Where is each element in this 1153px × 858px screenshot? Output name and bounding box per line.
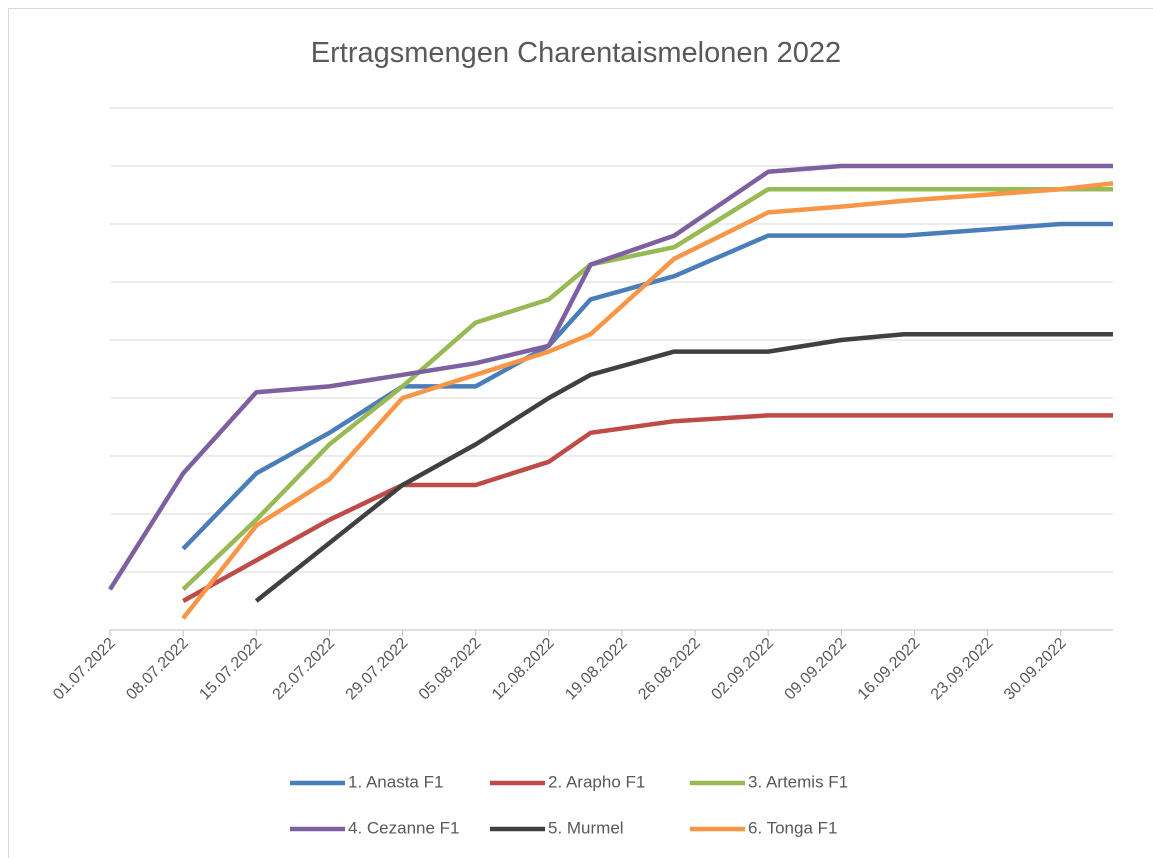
legend-label: 4. Cezanne F1 — [348, 818, 460, 837]
legend-label: 1. Anasta F1 — [348, 772, 443, 791]
series-line — [182, 413, 1113, 603]
x-tick-label: 02.09.2022 — [708, 635, 777, 704]
chart-title: Ertragsmengen Charentaismelonen 2022 — [311, 37, 841, 69]
chart-frame — [8, 8, 1153, 858]
legend-label: 3. Artemis F1 — [748, 772, 848, 791]
x-tick-label: 05.08.2022 — [416, 635, 485, 704]
x-tick-label: 01.07.2022 — [50, 635, 119, 704]
x-tick-label: 19.08.2022 — [562, 635, 631, 704]
x-tick-label: 26.08.2022 — [635, 635, 704, 704]
legend-label: 2. Arapho F1 — [548, 772, 645, 791]
series-line — [108, 163, 1113, 591]
series-line — [254, 331, 1113, 603]
x-tick-label: 22.07.2022 — [270, 635, 339, 704]
x-tick-label: 29.07.2022 — [343, 635, 412, 704]
x-tick-label: 08.07.2022 — [123, 635, 192, 704]
x-tick-label: 16.09.2022 — [855, 635, 924, 704]
series-line — [181, 186, 1113, 592]
legend-label: 5. Murmel — [548, 818, 624, 837]
series-line — [181, 181, 1114, 620]
x-tick-label: 12.08.2022 — [489, 635, 558, 704]
x-tick-label: 23.09.2022 — [928, 635, 997, 704]
x-tick-label: 15.07.2022 — [196, 635, 265, 704]
x-tick-label: 09.09.2022 — [782, 635, 851, 704]
x-tick-label: 30.09.2022 — [1001, 635, 1070, 704]
legend-label: 6. Tonga F1 — [748, 818, 837, 837]
series-line — [181, 221, 1113, 551]
